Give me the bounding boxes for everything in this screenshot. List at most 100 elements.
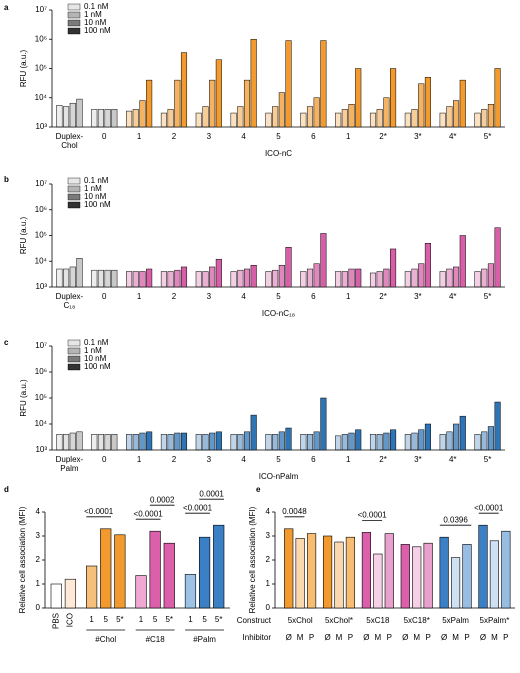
bar [139, 271, 146, 288]
bar [265, 112, 272, 128]
bar [474, 434, 481, 451]
bar [230, 271, 237, 288]
bar [174, 79, 181, 128]
bar [459, 79, 466, 128]
bar [383, 268, 390, 288]
x-tick-label: M [491, 633, 498, 642]
y-axis-label: Relative cell association (MFI) [248, 506, 257, 613]
x-tick-label: 3 [207, 455, 212, 464]
bar [418, 83, 425, 128]
x-tick-label: 5 [153, 615, 158, 624]
bar [86, 565, 98, 609]
x-tick-label: 5 [276, 455, 281, 464]
bar [439, 536, 449, 609]
bar [295, 538, 305, 609]
bar [230, 434, 237, 451]
bar [335, 435, 342, 451]
bar [278, 264, 285, 288]
bar [272, 106, 279, 128]
bar [390, 68, 397, 128]
bar [76, 98, 83, 128]
x-tick-label: M [297, 633, 304, 642]
x-axis-label: ICO-nPalm [259, 472, 299, 481]
y-tick-label: 2 [36, 555, 41, 564]
x-tick-label: 1 [139, 615, 144, 624]
legend-swatch [67, 11, 81, 19]
bar [135, 575, 147, 609]
y-tick-label: 4 [266, 507, 271, 516]
x-tick-label: Ø [441, 633, 447, 642]
x-tick-label: 0 [102, 292, 107, 301]
bar [487, 263, 494, 288]
x-tick-label: 5 [202, 615, 207, 624]
bar [104, 434, 111, 451]
bar [313, 431, 320, 451]
bar [56, 268, 63, 288]
bar [180, 52, 188, 128]
x-tick-label: P [348, 633, 353, 642]
bar [167, 434, 174, 451]
bar [418, 263, 425, 288]
bar [376, 434, 383, 451]
bar [146, 79, 153, 128]
legend-label: 1 nM [84, 346, 102, 355]
bar [400, 544, 410, 609]
bar [198, 536, 211, 609]
bar [348, 268, 355, 288]
bar [320, 40, 327, 128]
significance-label: <0.0001 [358, 511, 388, 520]
bar [272, 434, 279, 451]
bar [439, 112, 446, 128]
x-tick-label: P [425, 633, 430, 642]
significance-label: 0.0001 [199, 489, 224, 498]
x-tick-label: 2 [172, 132, 177, 141]
legend-swatch [67, 177, 81, 185]
bar [278, 431, 285, 451]
bar [418, 429, 425, 451]
bar [474, 112, 481, 128]
x-tick-label: 3* [414, 455, 422, 464]
bar [306, 434, 314, 451]
bar [91, 109, 98, 128]
bar [459, 235, 466, 288]
bar [149, 530, 161, 609]
x-tick-label: 2* [379, 292, 387, 301]
bar [250, 39, 257, 128]
y-tick-label: 10⁶ [35, 205, 47, 214]
bar [76, 431, 83, 451]
panel-letter: a [4, 3, 9, 12]
bar [481, 268, 488, 288]
legend-label: 0.1 nM [84, 338, 109, 347]
legend-label: 100 nM [84, 26, 111, 35]
bar [334, 541, 344, 609]
bar [341, 109, 348, 128]
bar [320, 233, 327, 288]
y-tick-label: 10⁷ [35, 179, 47, 188]
bar [355, 268, 362, 288]
bar [453, 100, 460, 128]
x-tick-label: P [464, 633, 469, 642]
significance-label: 0.0048 [282, 507, 307, 516]
bar [446, 106, 453, 128]
bar [209, 266, 216, 288]
legend-label: 0.1 nM [84, 2, 109, 11]
bar [345, 536, 356, 609]
legend-swatch [67, 339, 81, 347]
bar [306, 533, 317, 609]
x-tick-label: M [336, 633, 343, 642]
legend-swatch [67, 185, 81, 193]
x-tick-label: 1 [346, 292, 351, 301]
x-tick-label: 3* [414, 292, 422, 301]
panel-letter: d [4, 485, 9, 494]
bar [265, 434, 272, 451]
x-tick-label: 2 [172, 292, 177, 301]
bar [404, 434, 411, 451]
bar [424, 423, 431, 451]
bar [459, 415, 466, 451]
y-axis-label: RFU (a.u.) [19, 379, 28, 417]
x-axis-label: ICO-nC₁₈ [262, 309, 295, 318]
bar [272, 269, 279, 288]
significance-label: 0.0002 [150, 495, 175, 504]
y-axis-label: RFU (a.u.) [19, 50, 28, 88]
bar [146, 431, 153, 451]
